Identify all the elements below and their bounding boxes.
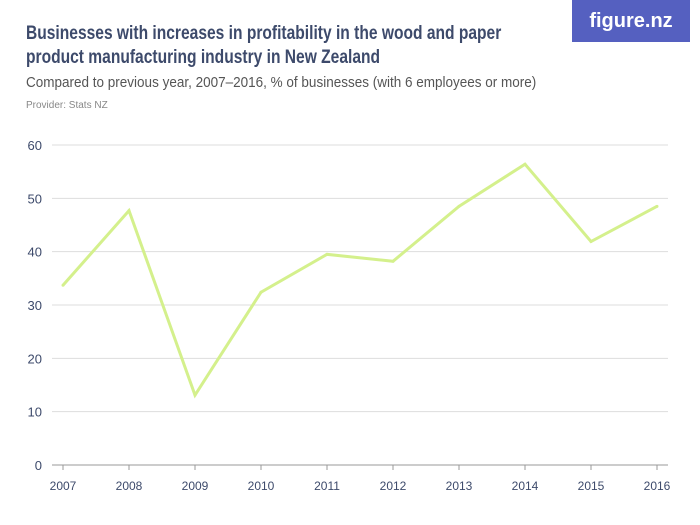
data-point-2007 xyxy=(61,283,65,287)
y-tick-label: 20 xyxy=(28,351,42,366)
data-point-2015 xyxy=(589,240,593,244)
data-point-2012 xyxy=(391,259,395,263)
y-tick-label: 60 xyxy=(28,138,42,153)
data-point-2016 xyxy=(655,204,659,208)
x-tick-label: 2011 xyxy=(314,479,340,493)
x-tick-label: 2013 xyxy=(446,479,473,493)
x-tick-label: 2010 xyxy=(248,479,275,493)
x-tick-label: 2007 xyxy=(50,479,77,493)
y-tick-label: 0 xyxy=(35,458,42,473)
data-point-2008 xyxy=(127,209,131,213)
y-tick-label: 50 xyxy=(28,191,42,206)
data-point-2011 xyxy=(325,252,329,256)
chart-title: Businesses with increases in profitabili… xyxy=(26,23,502,68)
y-tick-label: 40 xyxy=(28,245,42,260)
data-point-2013 xyxy=(457,204,461,208)
x-tick-label: 2016 xyxy=(644,479,671,493)
x-tick-label: 2008 xyxy=(116,479,143,493)
data-point-2014 xyxy=(523,162,527,166)
y-tick-label: 30 xyxy=(28,298,42,313)
figure-nz-logo: figure.nz xyxy=(572,0,690,42)
data-point-2010 xyxy=(259,290,263,294)
y-tick-label: 10 xyxy=(28,405,42,420)
data-point-2009 xyxy=(193,393,197,397)
x-tick-label: 2015 xyxy=(578,479,605,493)
provider-label: Provider: Stats NZ xyxy=(26,100,108,111)
series-line xyxy=(61,162,658,399)
x-tick-label: 2014 xyxy=(512,479,539,493)
chart-header: Businesses with increases in profitabili… xyxy=(26,22,566,112)
x-tick-label: 2012 xyxy=(380,479,407,493)
x-tick-label: 2009 xyxy=(182,479,209,493)
chart-subtitle: Compared to previous year, 2007–2016, % … xyxy=(26,74,537,91)
